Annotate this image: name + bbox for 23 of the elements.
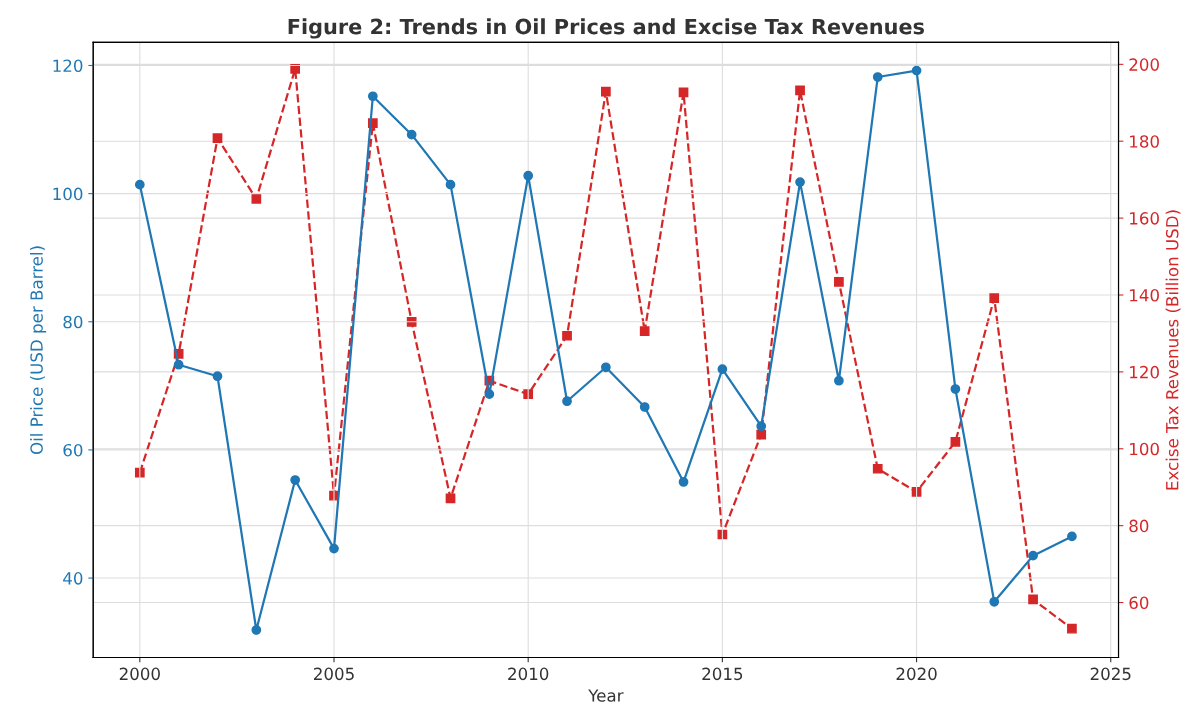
x-tick-label: 2000 (119, 667, 160, 681)
y2-tick-label: 80 (1129, 519, 1149, 533)
x-tick-label: 2005 (314, 667, 354, 681)
y2-tick-label: 200 (1129, 58, 1159, 71)
y2-tick-label: 180 (1130, 135, 1159, 148)
y2-tick-label: 160 (1130, 212, 1159, 225)
x-tick-label: 2020 (896, 667, 937, 681)
y2-tick-label: 140 (1130, 288, 1159, 302)
y2-axis-title: Excise Tax Revenues (Billion USD) (1165, 210, 1181, 490)
y-tick-label: 100 (53, 187, 83, 201)
y-tick-label: 40 (63, 572, 83, 585)
y2-tick-label: 120 (1130, 365, 1159, 379)
y-tick-label: 60 (63, 443, 83, 457)
x-tick-label: 2025 (1090, 667, 1131, 681)
y-axis-title: Oil Price (USD per Barrel) (29, 246, 47, 455)
x-axis-title: Year (588, 689, 624, 702)
x-tick-label: 2010 (508, 667, 549, 681)
x-tick-label: 2015 (702, 667, 743, 681)
y2-tick-label: 100 (1130, 442, 1159, 456)
chart-title: Figure 2: Trends in Oil Prices and Excise Tax Revenues (288, 18, 924, 39)
y-tick-label: 120 (53, 59, 83, 73)
y-tick-label: 80 (63, 315, 83, 329)
y2-tick-label: 60 (1129, 596, 1149, 610)
